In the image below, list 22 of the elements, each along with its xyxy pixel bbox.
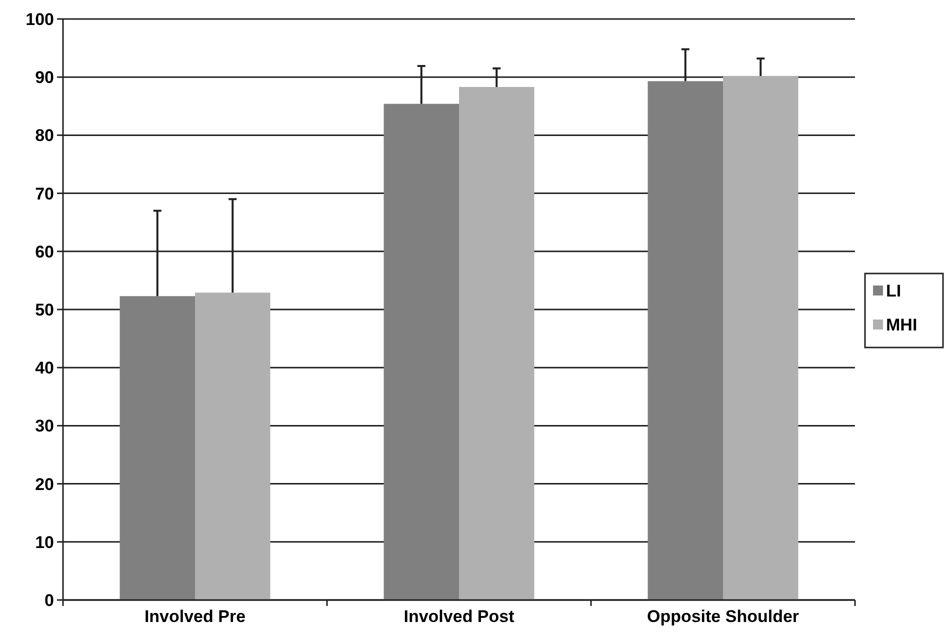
- y-tick-label: 60: [35, 242, 54, 262]
- y-tick-label: 20: [35, 474, 54, 494]
- legend-label: MHI: [886, 315, 918, 334]
- y-tick-label: 50: [35, 300, 54, 320]
- bar: [648, 81, 723, 600]
- y-tick-label: 30: [35, 416, 54, 436]
- y-tick-label: 0: [44, 590, 54, 610]
- legend-label: LI: [886, 281, 902, 300]
- y-tick-label: 100: [26, 10, 54, 29]
- bar: [384, 104, 459, 600]
- bar: [459, 86, 534, 600]
- x-tick-label: Involved Pre: [144, 607, 246, 626]
- bar: [120, 296, 195, 600]
- y-tick-label: 90: [35, 68, 54, 88]
- x-tick-label: Involved Post: [404, 607, 515, 626]
- bar: [195, 292, 270, 600]
- y-tick-label: 10: [35, 532, 54, 552]
- y-tick-label: 40: [35, 358, 54, 378]
- x-tick-label: Opposite Shoulder: [646, 607, 800, 626]
- y-tick-label: 70: [35, 184, 54, 204]
- bar: [723, 76, 798, 600]
- y-tick-label: 80: [35, 126, 54, 146]
